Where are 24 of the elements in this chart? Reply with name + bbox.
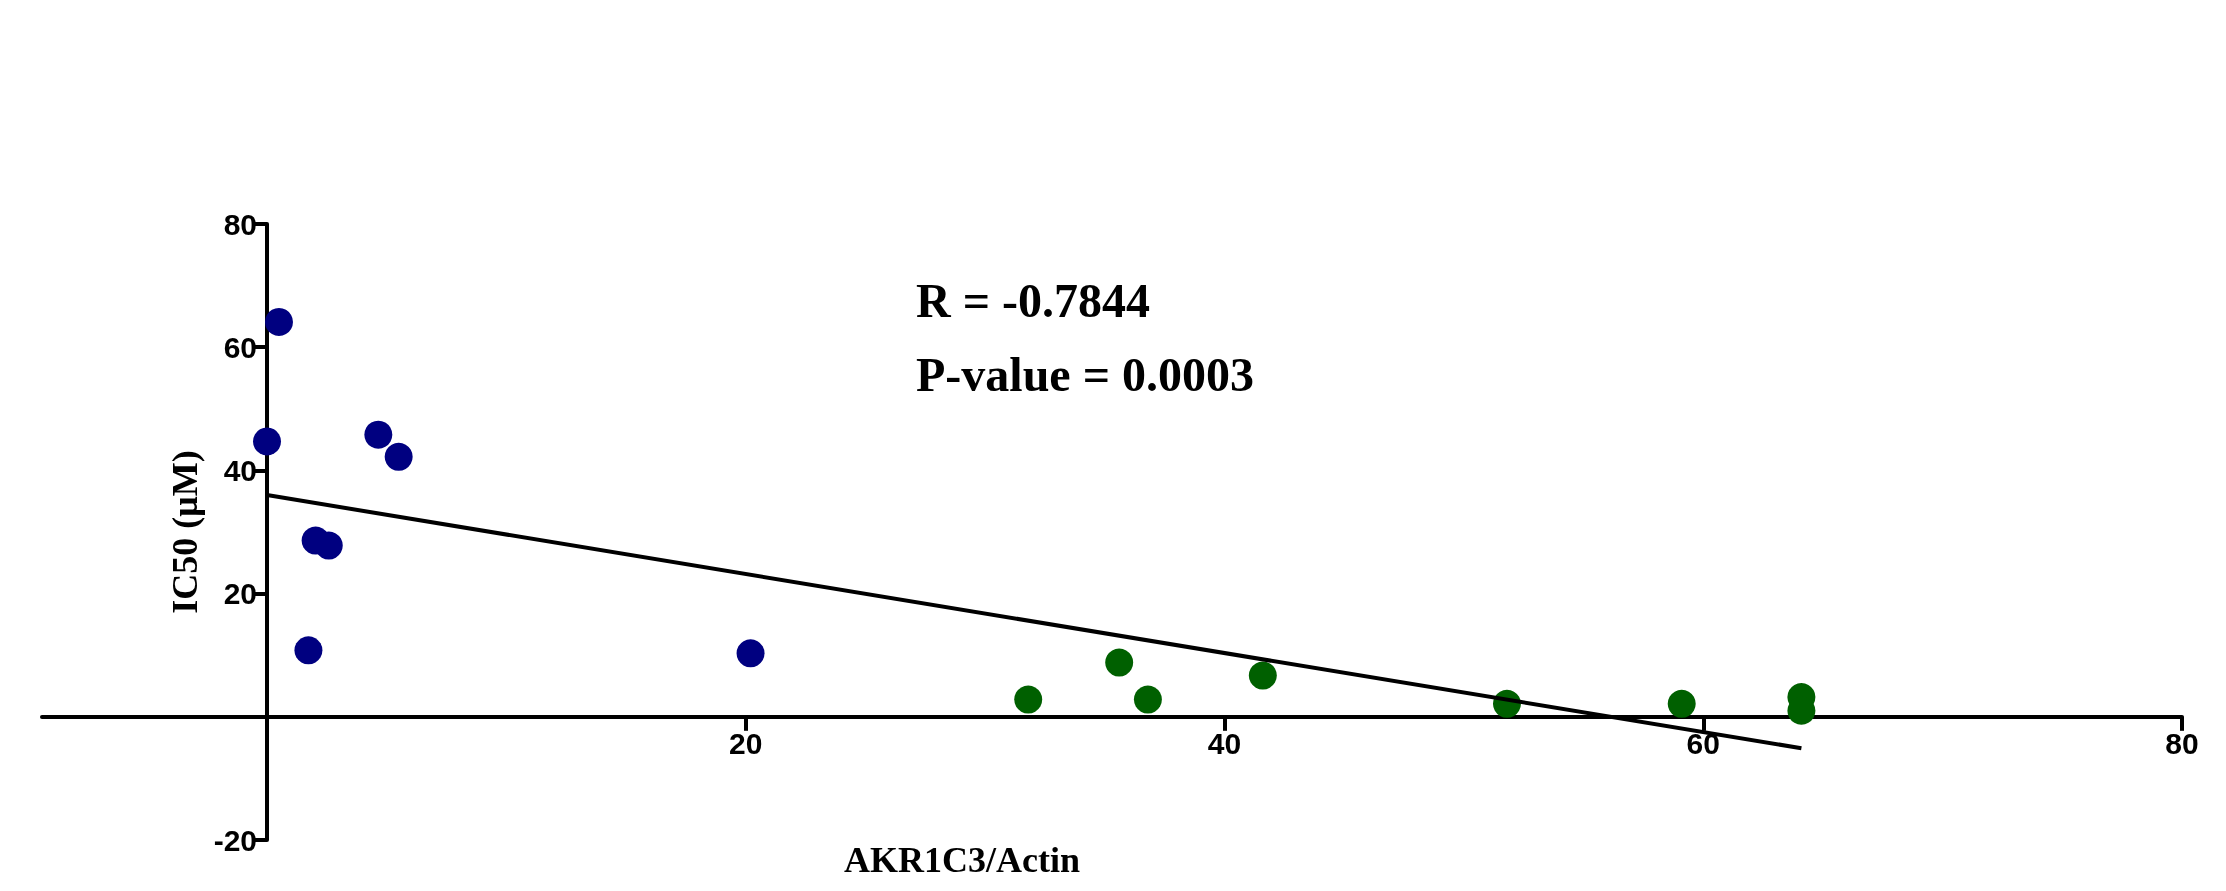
y-tick-label: -20: [213, 823, 258, 857]
y-tick-label: 40: [223, 453, 258, 487]
point: [253, 427, 282, 456]
y-tick-label: 60: [223, 330, 258, 364]
point: [294, 636, 323, 665]
point: [1014, 685, 1043, 714]
point: [1133, 685, 1162, 714]
point: [364, 420, 393, 449]
point: [265, 307, 293, 336]
x-tick-label: 60: [1686, 727, 1720, 761]
x-tick-label: 40: [1207, 727, 1242, 761]
point: [1667, 689, 1696, 718]
x-axis-title: AKR1C3/Actin: [844, 839, 1080, 880]
point: [384, 442, 413, 471]
y-axis-title: IC50 (μM): [164, 450, 205, 614]
point: [1248, 661, 1277, 690]
annotation: P-value = 0.0003: [916, 347, 1254, 401]
y-tick-label: 20: [223, 577, 258, 611]
point: [1105, 648, 1134, 677]
x-tick-label: 80: [2165, 727, 2199, 761]
annotation: R = -0.7844: [916, 273, 1150, 327]
point: [736, 639, 765, 668]
y-tick-label: 80: [223, 207, 258, 241]
x-tick-label: 20: [729, 727, 763, 761]
